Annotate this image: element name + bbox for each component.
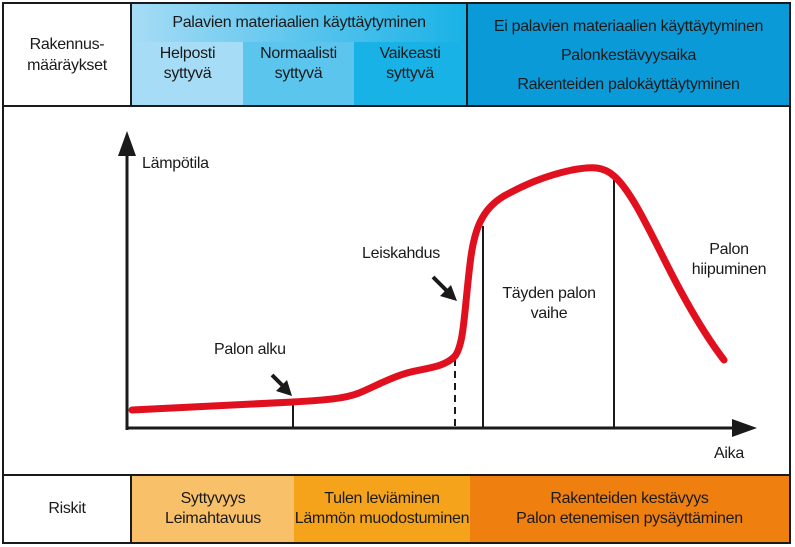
fire-temperature-curve <box>128 164 728 414</box>
group-normally-ignitable: Normaalisti syttyvä <box>243 42 354 105</box>
fire-decay-label: Palon hiipuminen <box>691 241 767 278</box>
group-normally-ignitable-line2: syttyvä <box>274 65 323 82</box>
header-divider-middle <box>466 4 468 105</box>
combustible-materials-title: Palavien materiaalien käyttäytyminen <box>132 4 466 42</box>
structural-fire-behaviour-text: Rakenteiden palokäyttäytyminen <box>517 76 740 93</box>
risk-structural-resistance-line2: Palon etenemisen pysäyttäminen <box>516 510 743 527</box>
group-hardly-ignitable: Vaikeasti syttyvä <box>354 42 466 105</box>
header-divider-left <box>130 4 132 105</box>
ignition-label: Palon alku <box>214 341 286 358</box>
risk-fire-spread-line2: Lämmön muodostuminen <box>294 510 470 527</box>
risk-fire-spread-line1: Tulen leviäminen <box>324 490 440 507</box>
x-axis-arrowhead <box>732 419 757 437</box>
flashover-arrow <box>431 275 457 301</box>
risk-ignitability-line2: Leimahtavuus <box>164 510 262 527</box>
full-fire-phase-label: Täyden palon vaihe <box>502 285 596 322</box>
group-hardly-ignitable-line2: syttyvä <box>386 65 434 82</box>
y-axis-label: Lämpötila <box>142 155 209 172</box>
noncombustible-title-text: Ei palavien materiaalien käyttäytyminen <box>493 18 764 35</box>
x-axis-label: Aika <box>714 445 744 462</box>
risk-structural-resistance-line1: Rakenteiden kestävyys <box>550 490 709 507</box>
building-regulations-label: Rakennus- määräykset <box>4 4 130 105</box>
combustible-title-text: Palavien materiaalien käyttäytyminen <box>172 14 426 31</box>
risk-ignitability-line1: Syttyvyys <box>180 490 246 507</box>
fire-development-chart <box>118 131 757 437</box>
ignition-arrow <box>270 373 292 396</box>
group-easily-ignitable: Helposti syttyvä <box>132 42 243 105</box>
group-normally-ignitable-line1: Normaalisti <box>260 45 337 62</box>
footer-top-border <box>4 474 789 476</box>
footer-divider-left <box>130 476 132 542</box>
group-easily-ignitable-line2: syttyvä <box>163 65 212 82</box>
group-easily-ignitable-line1: Helposti <box>159 45 216 62</box>
risk-fire-spread: Tulen leviäminen Lämmön muodostuminen <box>294 476 470 542</box>
building-regulations-text: Rakennus- määräykset <box>27 35 107 74</box>
noncombustible-materials-cell: Ei palavien materiaalien käyttäytyminen … <box>468 4 789 105</box>
risk-ignitability: Syttyvyys Leimahtavuus <box>132 476 294 542</box>
risks-label: Riskit <box>4 476 130 542</box>
fire-resistance-time-text: Palonkestävyysaika <box>560 47 697 64</box>
risks-text: Riskit <box>48 500 86 517</box>
y-axis-arrowhead <box>118 131 136 156</box>
header-bottom-border <box>4 105 789 107</box>
risk-structural-resistance: Rakenteiden kestävyys Palon etenemisen p… <box>470 476 789 542</box>
group-hardly-ignitable-line1: Vaikeasti <box>379 45 441 62</box>
flashover-label: Leiskahdus <box>362 245 440 262</box>
